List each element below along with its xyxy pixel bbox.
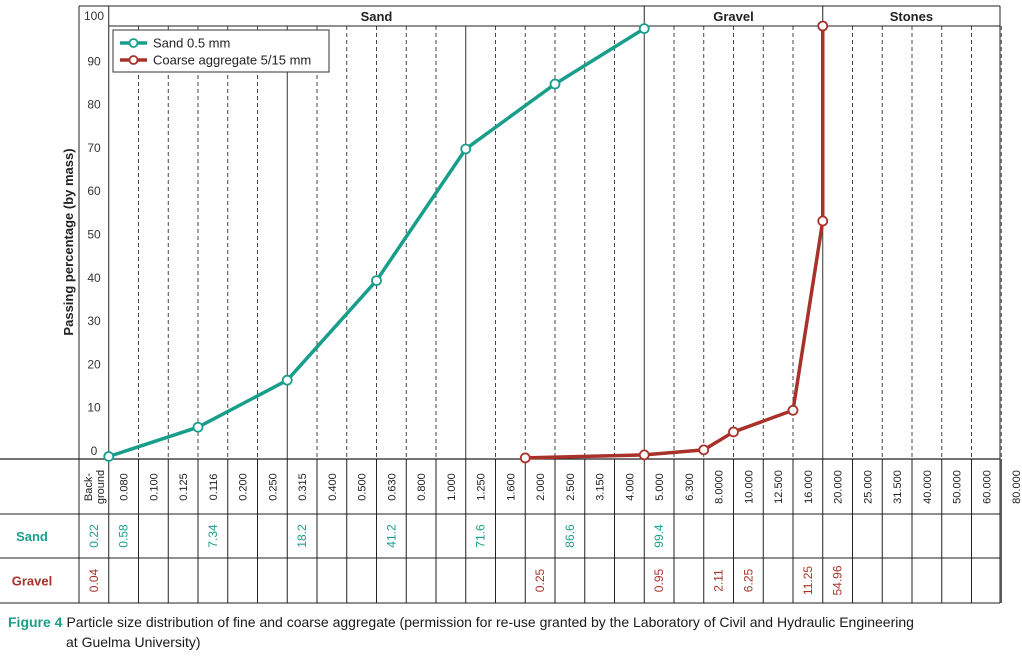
y-tick-label: 90 — [87, 54, 101, 68]
table-value: 2.11 — [712, 569, 726, 592]
table-value: 0.58 — [117, 524, 131, 548]
sieve-tick-label: 0.080 — [119, 473, 131, 501]
y-tick-label: 100 — [84, 9, 104, 23]
sieve-tick-label: 25.000 — [862, 470, 874, 504]
data-point — [281, 374, 293, 386]
caption-text-line1: Particle size distribution of fine and c… — [66, 614, 914, 630]
table-value: 0.95 — [652, 568, 666, 592]
legend-label: Sand 0.5 mm — [153, 36, 230, 51]
sieve-tick-label: 0.630 — [386, 473, 398, 501]
sieve-tick-label: 2.000 — [535, 473, 547, 501]
sieve-tick-label: 1.000 — [446, 473, 458, 501]
sieve-tick-label: Back-ground — [83, 470, 107, 504]
figure-label: Figure 4 — [8, 614, 63, 630]
zone-label-gravel: Gravel — [713, 9, 753, 24]
sieve-tick-label: 60.000 — [981, 470, 993, 504]
sieve-tick-label: 8.0000 — [714, 470, 726, 504]
sieve-tick-label: 0.315 — [297, 473, 309, 501]
caption-text-line2: at Guelma University) — [66, 634, 201, 650]
data-point — [698, 444, 710, 456]
data-point — [192, 421, 204, 433]
zone-label-sand: Sand — [361, 9, 393, 24]
particle-size-chart: 0 10 20 30 40 50 60 70 80 90 100 Passing percentage… — [0, 5, 1022, 604]
table-value: 0.22 — [87, 524, 101, 548]
sieve-tick-label: 12.500 — [773, 470, 785, 504]
sieve-tick-label: 0.100 — [148, 473, 160, 501]
y-axis-label: Passing percentage (by mass) — [61, 148, 76, 335]
data-point — [817, 215, 829, 227]
sieve-tick-label: 2.500 — [565, 473, 577, 501]
sieve-tick-label: 5.000 — [654, 473, 666, 501]
data-point — [371, 275, 382, 287]
table-value: 86.6 — [563, 524, 577, 548]
legend-swatch-marker — [128, 55, 139, 65]
sieve-tick-label: 0.200 — [238, 473, 250, 501]
sieve-tick-label: 6.300 — [684, 473, 696, 501]
sieve-tick-label: 31.500 — [892, 470, 904, 504]
table-value: 99.4 — [652, 524, 666, 548]
sieve-tick-label: 1.600 — [505, 473, 517, 501]
sieve-tick-label: 16.000 — [803, 470, 815, 504]
sieve-tick-label: 0.800 — [416, 473, 428, 501]
table-row-label: Gravel — [12, 574, 52, 589]
data-point — [787, 404, 799, 416]
data-point — [638, 23, 650, 34]
data-point — [103, 451, 115, 462]
table-value: 7.34 — [206, 524, 220, 548]
sieve-tick-label: 40.000 — [922, 470, 934, 504]
y-tick-label: 80 — [87, 98, 101, 112]
sieve-tick-label: 3.150 — [595, 473, 607, 501]
sieve-tick-label: 0.400 — [327, 473, 339, 501]
table-value: 0.04 — [87, 568, 101, 592]
y-tick-label: 70 — [87, 141, 101, 155]
sieve-tick-label: 50.000 — [952, 470, 964, 504]
figure-caption: Figure 4 Particle size distribution of fi… — [8, 612, 1013, 652]
legend-label: Coarse aggregate 5/15 mm — [153, 53, 311, 68]
table-value: 18.2 — [295, 524, 309, 548]
y-tick-label: 50 — [87, 228, 101, 242]
sieve-tick-label: 0.250 — [267, 473, 279, 501]
data-point — [728, 426, 739, 438]
sieve-tick-label: 0.125 — [178, 473, 190, 501]
y-tick-label: 20 — [87, 357, 101, 371]
sieve-tick-label: 10.000 — [743, 470, 755, 504]
y-tick-label: 60 — [87, 184, 101, 198]
sieve-tick-label: 20.000 — [833, 470, 845, 504]
y-tick-label: 30 — [87, 314, 101, 328]
table-row-label: Sand — [16, 529, 48, 544]
sieve-tick-label: 0.500 — [357, 473, 369, 501]
data-point — [549, 78, 561, 90]
data-point — [519, 452, 531, 464]
legend-box — [112, 29, 330, 73]
data-point — [460, 143, 472, 155]
table-value: 41.2 — [384, 524, 398, 548]
table-value: 54.96 — [831, 565, 845, 595]
data-point — [817, 20, 829, 32]
zone-label-stones: Stones — [890, 9, 933, 24]
table-value: 71.6 — [474, 524, 488, 548]
legend-swatch-marker — [128, 38, 139, 48]
table-value: 11.25 — [801, 566, 815, 595]
sieve-tick-label: 0.116 — [208, 474, 220, 501]
y-tick-label: 10 — [87, 401, 101, 415]
y-tick-label: 0 — [91, 444, 98, 458]
table-value: 6.25 — [741, 568, 755, 592]
sieve-tick-label: 80.000 — [1011, 470, 1022, 504]
sieve-tick-label: 4.000 — [624, 473, 636, 501]
data-point — [638, 449, 650, 461]
table-value: 0.25 — [533, 568, 547, 592]
y-tick-label: 40 — [87, 271, 101, 285]
sieve-tick-label: 1.250 — [476, 473, 488, 501]
